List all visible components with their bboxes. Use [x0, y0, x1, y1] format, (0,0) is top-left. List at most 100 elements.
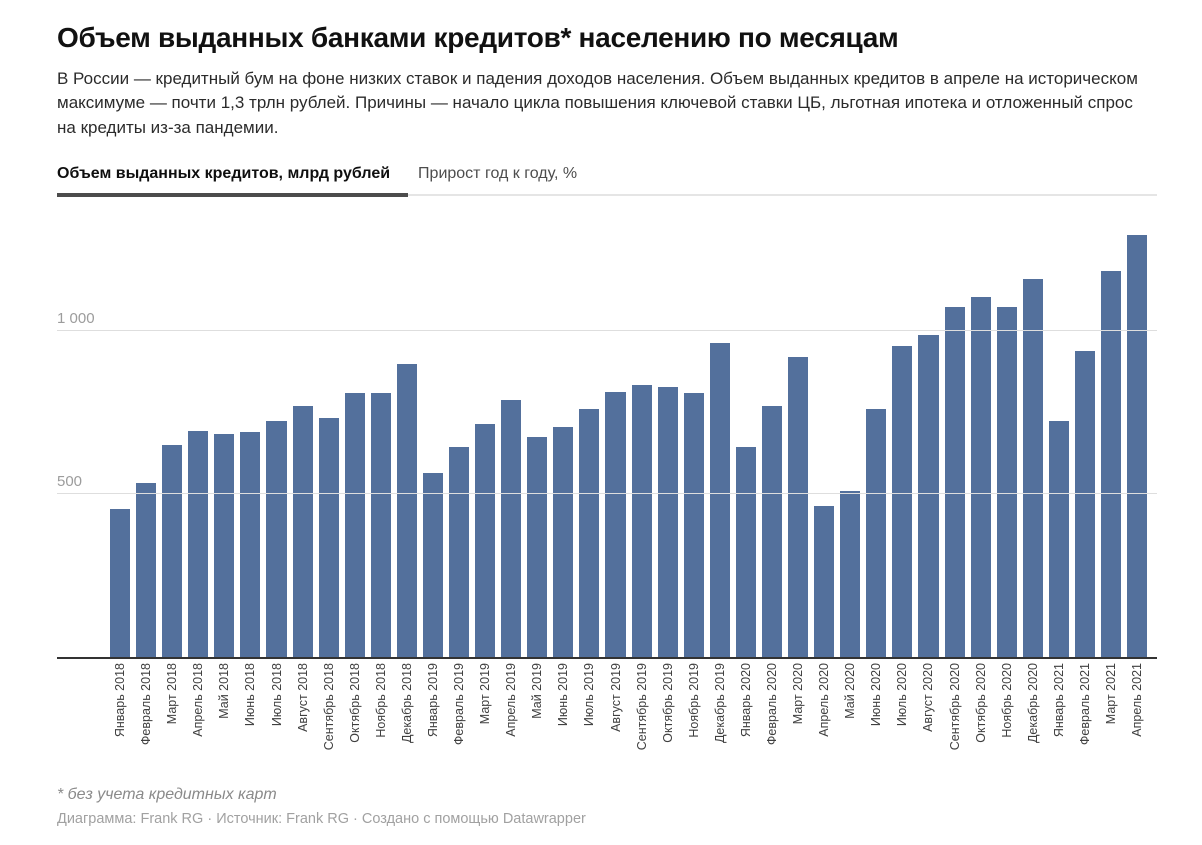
- bar-slot: [159, 203, 185, 658]
- x-label-slot: Январь 2020: [733, 659, 759, 772]
- bar[interactable]: [1127, 235, 1148, 658]
- bar[interactable]: [449, 447, 470, 658]
- bar-slot: [185, 203, 211, 658]
- bar[interactable]: [657, 387, 678, 658]
- bar[interactable]: [918, 335, 939, 658]
- x-axis-label: Январь 2020: [738, 663, 753, 738]
- bar[interactable]: [996, 307, 1017, 658]
- bar-slot: [107, 203, 133, 658]
- x-axis-label: Май 2019: [530, 663, 545, 719]
- x-axis-label: Ноябрь 2019: [686, 663, 701, 738]
- x-axis-label: Июнь 2018: [243, 663, 258, 727]
- x-label-slot: Февраль 2018: [133, 659, 159, 772]
- x-axis-label: Апрель 2020: [817, 663, 832, 737]
- bar-slot: [394, 203, 420, 658]
- bar[interactable]: [788, 357, 809, 658]
- bar-slot: [942, 203, 968, 658]
- bar[interactable]: [683, 393, 704, 658]
- x-label-slot: Февраль 2019: [446, 659, 472, 772]
- bar[interactable]: [110, 509, 131, 658]
- x-axis-label: Июнь 2019: [556, 663, 571, 727]
- bar-slot: [576, 203, 602, 658]
- bar[interactable]: [892, 346, 913, 658]
- bar[interactable]: [344, 393, 365, 658]
- bar[interactable]: [970, 297, 991, 658]
- byline: Диаграмма: Frank RG · Источник: Frank RG…: [57, 811, 586, 828]
- x-axis-label: Сентябрь 2018: [321, 663, 336, 751]
- bar-slot: [837, 203, 863, 658]
- bar[interactable]: [944, 307, 965, 658]
- bar-slot: [1072, 203, 1098, 658]
- x-axis-label: Январь 2019: [425, 663, 440, 738]
- bar[interactable]: [735, 447, 756, 658]
- bar[interactable]: [631, 385, 652, 658]
- chart-subtitle: В России — кредитный бум на фоне низких …: [57, 69, 1138, 137]
- bar[interactable]: [370, 393, 391, 658]
- bar[interactable]: [422, 473, 444, 658]
- x-label-slot: Февраль 2020: [759, 659, 785, 772]
- bar[interactable]: [605, 392, 626, 658]
- x-label-slot: Март 2021: [1098, 659, 1124, 772]
- x-label-slot: Январь 2019: [420, 659, 446, 772]
- x-axis-label: Октябрь 2018: [347, 663, 362, 743]
- x-label-slot: Октябрь 2018: [342, 659, 368, 772]
- bar[interactable]: [1048, 421, 1069, 658]
- bar[interactable]: [1022, 279, 1043, 658]
- bar[interactable]: [266, 421, 287, 658]
- x-label-slot: Март 2020: [785, 659, 811, 772]
- bar[interactable]: [292, 406, 313, 658]
- tab-yoy-growth[interactable]: Прирост год к году, %: [418, 161, 595, 196]
- x-label-slot: Июнь 2019: [550, 659, 576, 772]
- bar[interactable]: [814, 506, 835, 658]
- x-label-slot: Апрель 2020: [811, 659, 837, 772]
- plot-area: 500 1 000: [57, 203, 1157, 660]
- x-axis-label: Июль 2019: [582, 663, 597, 727]
- bar[interactable]: [396, 364, 417, 658]
- bar[interactable]: [162, 445, 183, 658]
- x-label-slot: Май 2018: [211, 659, 237, 772]
- bar[interactable]: [318, 418, 339, 658]
- x-label-slot: Август 2019: [602, 659, 628, 772]
- x-axis-label: Декабрь 2018: [399, 663, 414, 744]
- bar-chart: 500 1 000 Январь 2018 Февраль 2018 Март 201…: [57, 203, 1157, 772]
- bar-slot: [263, 203, 289, 658]
- tab-loan-volume-label: Объем выданных кредитов, млрд рублей: [57, 165, 391, 183]
- bar-slot: [446, 203, 472, 658]
- bar[interactable]: [501, 400, 522, 658]
- x-label-slot: Январь 2018: [107, 659, 133, 772]
- bar-slot: [629, 203, 655, 658]
- bar[interactable]: [709, 343, 730, 658]
- bar-slot: [368, 203, 394, 658]
- bar[interactable]: [475, 424, 496, 658]
- bar[interactable]: [761, 406, 783, 658]
- bar[interactable]: [1074, 351, 1095, 658]
- tab-loan-volume[interactable]: Объем выданных кредитов, млрд рублей: [57, 161, 409, 198]
- bar[interactable]: [553, 427, 574, 658]
- bar[interactable]: [136, 483, 157, 658]
- chart-page: Объем выданных банками кредитов* населен…: [57, 22, 1157, 828]
- bar[interactable]: [840, 491, 861, 658]
- bar[interactable]: [527, 437, 548, 658]
- bar[interactable]: [579, 409, 600, 658]
- bar-slot: [915, 203, 941, 658]
- x-axis-label: Октябрь 2019: [660, 663, 675, 743]
- bar-slot: [733, 203, 759, 658]
- gridline: [57, 493, 1157, 495]
- y-axis-tick-label: 500: [57, 473, 83, 491]
- bar-slot: [211, 203, 237, 658]
- bar[interactable]: [240, 432, 261, 658]
- x-axis-label: Сентябрь 2020: [947, 663, 962, 751]
- x-label-slot: Октябрь 2019: [655, 659, 681, 772]
- bar-slot: [759, 203, 785, 658]
- x-label-slot: Май 2019: [524, 659, 550, 772]
- x-axis-label: Ноябрь 2018: [373, 663, 388, 738]
- bar-slot: [550, 203, 576, 658]
- bar[interactable]: [214, 434, 235, 658]
- bars: [107, 203, 1150, 658]
- x-label-slot: Декабрь 2019: [707, 659, 733, 772]
- bar[interactable]: [866, 409, 887, 658]
- bar[interactable]: [1100, 271, 1122, 658]
- x-label-slot: Апрель 2018: [185, 659, 211, 772]
- x-axis-label: Август 2020: [921, 663, 936, 732]
- bar[interactable]: [188, 431, 209, 658]
